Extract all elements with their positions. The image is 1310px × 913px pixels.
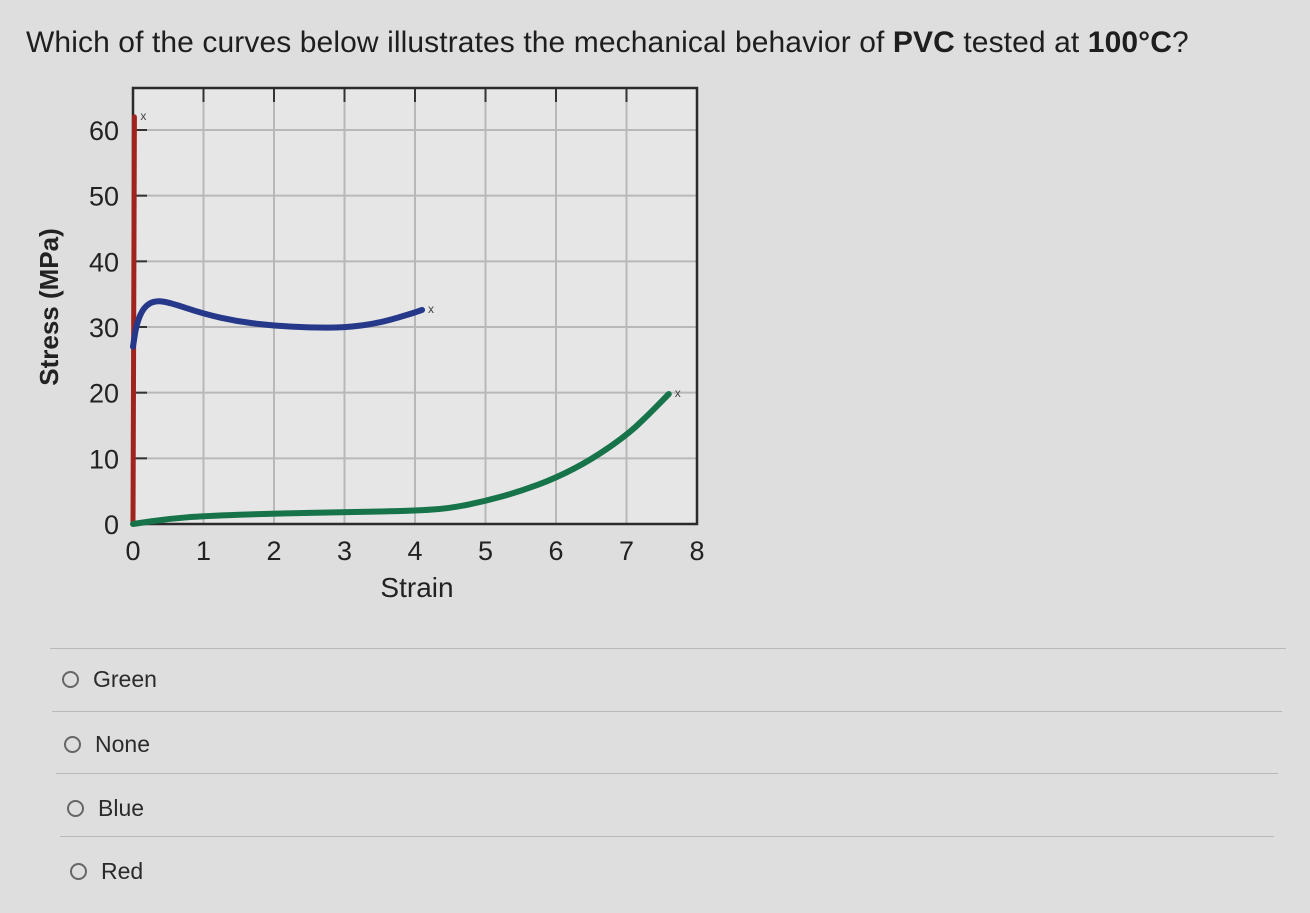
fracture-marker: x (140, 109, 146, 123)
divider (52, 711, 1282, 712)
x-tick-label: 7 (619, 536, 634, 566)
x-tick-label: 8 (689, 536, 704, 566)
divider (60, 836, 1274, 837)
y-tick-label: 30 (89, 313, 119, 343)
divider (56, 773, 1278, 774)
option-none[interactable]: None (64, 731, 150, 758)
radio-circle-icon[interactable] (70, 863, 87, 880)
question-middle: tested at (954, 26, 1088, 59)
option-blue[interactable]: Blue (67, 795, 144, 822)
option-label: Green (93, 666, 157, 692)
y-tick-label: 50 (89, 182, 119, 212)
option-label: Blue (98, 795, 145, 821)
fracture-marker: x (675, 386, 681, 400)
question-temperature: 100°C (1087, 26, 1172, 59)
option-label: None (95, 731, 150, 757)
x-axis-label: Strain (380, 572, 453, 603)
option-label: Red (101, 858, 144, 884)
question-suffix: ? (1172, 26, 1189, 59)
fracture-marker: x (428, 302, 434, 316)
series-line-blue (130, 298, 426, 350)
series-line-red (130, 114, 137, 527)
question-material: PVC (892, 26, 955, 59)
stress-strain-chart: 0 1 2 3 4 5 6 7 8 0 10 20 30 40 50 60 Strain Stress (MPa)… (34, 86, 705, 603)
x-tick-label: 2 (266, 536, 281, 566)
x-tick-label: 3 (337, 536, 352, 566)
y-tick-label: 10 (89, 444, 119, 474)
radio-circle-icon[interactable] (62, 671, 79, 688)
divider (50, 648, 1286, 649)
question-text: Which of the curves below illustrates th… (26, 26, 1189, 60)
radio-circle-icon[interactable] (64, 736, 81, 753)
option-red[interactable]: Red (70, 858, 143, 885)
y-tick-label: 60 (89, 116, 119, 146)
y-tick-label: 0 (104, 510, 119, 540)
y-tick-label: 40 (89, 247, 119, 277)
question-prefix: Which of the curves below illustrates th… (26, 26, 893, 59)
y-tick-label: 20 (89, 379, 119, 409)
y-axis-label: Stress (MPa) (34, 228, 64, 386)
x-tick-label: 6 (548, 536, 563, 566)
option-green[interactable]: Green (62, 666, 157, 693)
series-line-green (130, 390, 672, 527)
x-tick-label: 0 (125, 536, 140, 566)
x-tick-label: 5 (478, 536, 493, 566)
x-tick-label: 4 (407, 536, 422, 566)
radio-circle-icon[interactable] (67, 800, 84, 817)
x-tick-label: 1 (196, 536, 211, 566)
